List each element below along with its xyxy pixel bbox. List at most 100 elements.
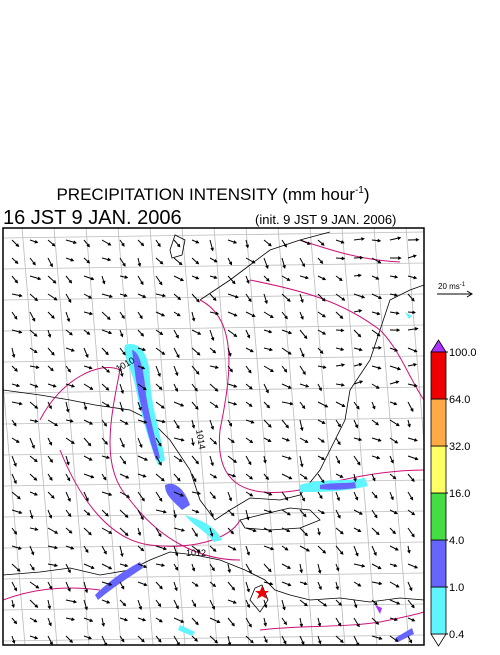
wind-vector — [210, 546, 216, 551]
wind-vector — [48, 420, 57, 426]
wind-vector — [30, 276, 40, 280]
wind-vector — [174, 402, 183, 406]
wind-vector — [48, 240, 55, 246]
wind-vector — [408, 384, 417, 387]
wind-vector — [210, 240, 213, 251]
wind-vector — [12, 366, 17, 371]
wind-head — [378, 366, 381, 369]
wind-vector — [282, 258, 285, 268]
wind-vector — [138, 330, 143, 336]
wind-vector — [336, 600, 341, 605]
init-time: (init. 9 JST 9 JAN. 2006) — [255, 212, 396, 227]
wind-head — [341, 348, 344, 351]
wind-vector — [318, 438, 324, 442]
wind-head — [30, 515, 33, 518]
wind-vector — [192, 456, 198, 464]
wind-vector — [192, 366, 199, 374]
wind-vector — [228, 492, 232, 501]
wind-vector — [30, 474, 37, 480]
valid-time: 16 JST 9 JAN. 2006 — [3, 207, 182, 229]
wind-vector — [336, 312, 343, 318]
wind-vector — [264, 402, 269, 408]
wind-vector — [12, 600, 15, 607]
wind-vector — [354, 546, 358, 556]
title-close: ) — [364, 185, 370, 204]
wind-vector — [12, 258, 18, 263]
wind-vector — [138, 294, 146, 298]
wind-vector — [228, 510, 234, 516]
wind-vector — [390, 312, 399, 315]
wind-vector — [300, 618, 303, 627]
grid-line — [3, 542, 424, 548]
wind-vector — [300, 330, 307, 338]
wind-vector — [12, 528, 17, 534]
wind-vector — [84, 438, 91, 446]
wind-head — [300, 624, 303, 627]
colorbar-label: 0.4 — [449, 629, 464, 641]
wind-vector — [282, 420, 288, 428]
wind-vector — [48, 258, 52, 267]
wind-vector — [264, 240, 271, 246]
wind-vector — [48, 564, 57, 567]
wind-vector — [264, 510, 272, 513]
wind-vector — [12, 240, 19, 246]
wind-head — [12, 604, 15, 607]
wind-vector — [300, 294, 303, 302]
wind-vector — [192, 312, 195, 321]
wind-vector — [408, 438, 417, 441]
wind-head — [161, 564, 164, 567]
wind-vector — [174, 618, 184, 622]
wind-head — [300, 570, 303, 573]
grid-line — [246, 228, 281, 645]
wind-vector — [318, 276, 325, 280]
wind-vector — [336, 383, 344, 386]
wind-vector — [120, 384, 124, 393]
wind-vector — [282, 564, 290, 568]
wind-vector — [354, 600, 357, 608]
wind-vector — [66, 348, 74, 351]
wind-vector — [336, 364, 344, 367]
wind-vector — [246, 276, 249, 283]
wind-vector — [336, 420, 340, 427]
wind-head — [394, 564, 397, 567]
wind-vector — [12, 384, 19, 387]
wind-vector — [408, 420, 411, 427]
wind-head — [413, 255, 416, 258]
wind-head — [102, 623, 105, 626]
wind-vector — [264, 582, 273, 585]
wind-vector — [48, 492, 54, 498]
colorbar-segment — [431, 446, 446, 493]
wind-vector — [407, 546, 410, 553]
wind-vector — [318, 510, 324, 514]
wind-vector — [66, 510, 71, 516]
wind-vector — [390, 237, 400, 240]
wind-head — [398, 257, 401, 260]
wind-vector — [336, 438, 340, 445]
wind-vector — [120, 240, 124, 246]
wind-vector — [156, 294, 165, 297]
wind-head — [192, 425, 195, 428]
wind-head — [323, 366, 326, 369]
colorbar-label: 1.0 — [449, 582, 464, 594]
wind-head — [109, 493, 112, 496]
wind-vector — [282, 384, 291, 388]
wind-head — [246, 245, 249, 248]
wind-vector — [66, 276, 72, 283]
wind-head — [214, 276, 217, 279]
wind-head — [54, 564, 57, 567]
vector-scale-main: 20 ms — [438, 282, 460, 291]
wind-vector — [156, 384, 162, 389]
wind-head — [270, 582, 273, 585]
wind-vector — [318, 402, 328, 407]
wind-vector — [120, 276, 127, 279]
wind-head — [341, 329, 344, 332]
wind-head — [211, 248, 214, 251]
wind-vector — [408, 492, 413, 500]
wind-vector — [84, 600, 88, 610]
wind-head — [109, 295, 112, 298]
title-main: PRECIPITATION INTENSITY (mm hour — [56, 185, 355, 204]
wind-vector — [300, 384, 308, 387]
wind-vector — [210, 366, 218, 369]
wind-vector — [246, 348, 253, 352]
